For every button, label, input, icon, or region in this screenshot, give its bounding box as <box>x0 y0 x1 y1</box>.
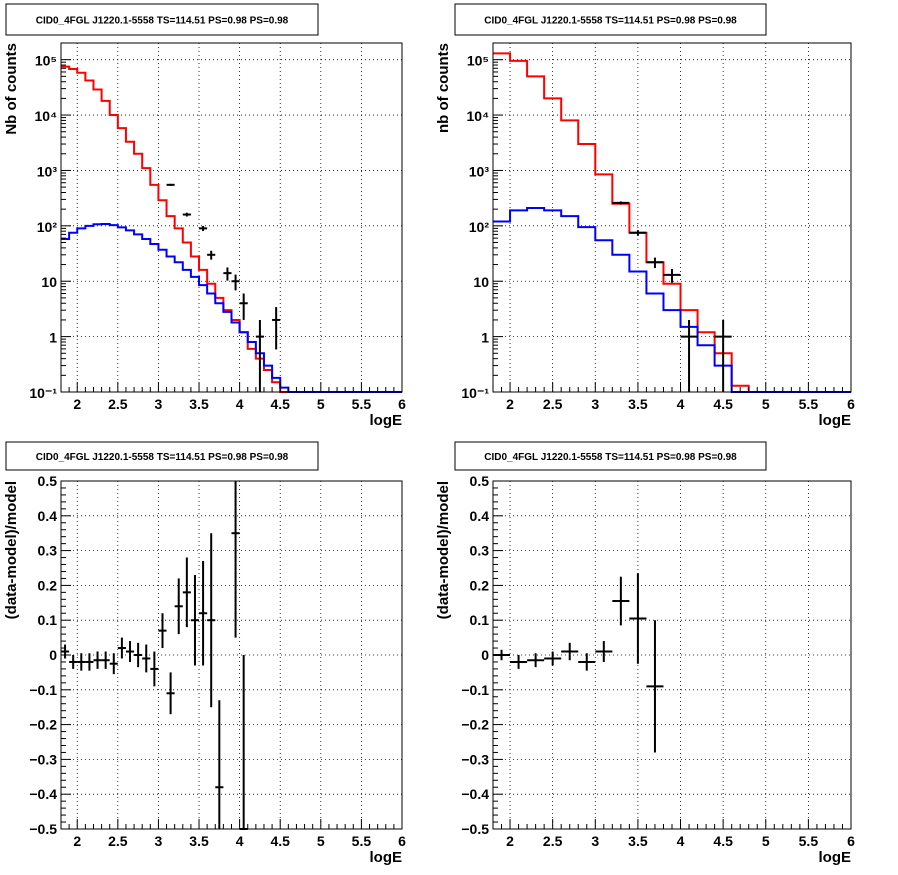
x-tick-label: 5.5 <box>799 833 819 849</box>
residual-panel-left: CID0_4FGL J1220.1-5558 TS=114.51 PS=0.98… <box>3 441 406 866</box>
model-total-step <box>493 52 851 393</box>
y-tick-label: 10 <box>41 274 57 290</box>
y-tick-label: 0 <box>481 647 489 663</box>
y-tick-label: −0.1 <box>29 682 57 698</box>
y-tick-label: −0.1 <box>461 682 489 698</box>
chart-title: CID0_4FGL J1220.1-5558 TS=114.51 PS=0.98… <box>484 452 737 463</box>
y-tick-label: 10⁴ <box>35 108 58 124</box>
y-tick-label: 0.3 <box>38 543 58 559</box>
x-tick-label: 2.5 <box>543 396 563 412</box>
y-tick-label: 1 <box>49 330 57 346</box>
y-axis-label: nb of counts <box>435 43 452 133</box>
y-tick-label: −0.3 <box>29 751 57 767</box>
title-box <box>5 441 319 471</box>
x-tick-label: 4 <box>236 833 244 849</box>
x-tick-label: 3.5 <box>628 396 648 412</box>
title-box <box>454 3 767 36</box>
x-tick-label: 5.5 <box>799 396 819 412</box>
y-tick-label: 10² <box>469 219 490 235</box>
title-box <box>454 441 767 471</box>
y-tick-label: −0.5 <box>461 821 489 837</box>
y-tick-label: 10² <box>37 219 58 235</box>
x-tick-label: 5 <box>762 396 770 412</box>
y-tick-label: 10⁵ <box>35 53 57 69</box>
x-tick-label: 3 <box>591 833 599 849</box>
x-tick-label: 3.5 <box>189 396 209 412</box>
plot-frame <box>60 42 403 393</box>
y-tick-label: 0.5 <box>38 473 58 489</box>
x-axis-label: logE <box>370 849 403 866</box>
title-box <box>5 3 319 36</box>
y-tick-label: 10³ <box>37 163 58 179</box>
x-tick-label: 4 <box>236 396 244 412</box>
x-tick-label: 2.5 <box>543 833 563 849</box>
x-tick-label: 3.5 <box>189 833 209 849</box>
y-tick-label: 0.5 <box>470 473 490 489</box>
chart-title: CID0_4FGL J1220.1-5558 TS=114.51 PS=0.98… <box>36 452 289 463</box>
model-source-step <box>61 222 402 393</box>
x-axis-label: logE <box>819 412 852 429</box>
x-tick-label: 4.5 <box>713 396 733 412</box>
y-tick-label: 0.3 <box>470 543 490 559</box>
y-axis-label: (data-model)/model <box>3 481 20 619</box>
x-tick-label: 5 <box>317 396 325 412</box>
x-tick-label: 6 <box>847 396 855 412</box>
residual-panel-right: CID0_4FGL J1220.1-5558 TS=114.51 PS=0.98… <box>435 441 855 866</box>
counts-panel-right: CID0_4FGL J1220.1-5558 TS=114.51 PS=0.98… <box>435 3 855 429</box>
x-tick-label: 2 <box>73 833 81 849</box>
y-tick-label: 10⁵ <box>467 53 489 69</box>
x-tick-label: 2.5 <box>108 833 128 849</box>
model-total-step <box>61 65 402 393</box>
x-tick-label: 6 <box>847 833 855 849</box>
y-tick-label: −0.4 <box>461 786 489 802</box>
x-tick-label: 5 <box>317 833 325 849</box>
y-tick-label: 0.2 <box>38 577 58 593</box>
x-tick-label: 3.5 <box>628 833 648 849</box>
y-tick-label: 0.1 <box>38 612 58 628</box>
model-source-step <box>493 206 851 393</box>
y-axis-label: Nb of counts <box>3 43 20 135</box>
y-tick-label: 0.4 <box>38 508 58 524</box>
y-tick-label: 0 <box>49 647 57 663</box>
x-tick-label: 2 <box>73 396 81 412</box>
y-tick-label: −0.2 <box>461 717 489 733</box>
y-tick-label: 10⁻¹ <box>461 385 489 401</box>
y-tick-label: −0.2 <box>29 717 57 733</box>
x-tick-label: 3 <box>155 833 163 849</box>
y-tick-label: 0.2 <box>470 577 490 593</box>
chart-title: CID0_4FGL J1220.1-5558 TS=114.51 PS=0.98… <box>36 16 289 27</box>
x-tick-label: 4 <box>677 396 685 412</box>
x-tick-label: 5.5 <box>352 396 372 412</box>
y-tick-label: −0.5 <box>29 821 57 837</box>
y-tick-label: 10⁴ <box>467 108 490 124</box>
x-tick-label: 2 <box>506 396 514 412</box>
x-tick-label: 2 <box>506 833 514 849</box>
x-tick-label: 6 <box>398 833 406 849</box>
y-tick-label: 0.4 <box>470 508 490 524</box>
y-tick-label: 10⁻¹ <box>29 385 57 401</box>
y-tick-label: −0.3 <box>461 751 489 767</box>
counts-panel-left: CID0_4FGL J1220.1-5558 TS=114.51 PS=0.98… <box>3 3 406 429</box>
x-tick-label: 3 <box>155 396 163 412</box>
y-tick-label: 10³ <box>469 163 490 179</box>
x-tick-label: 5 <box>762 833 770 849</box>
y-tick-label: −0.4 <box>29 786 57 802</box>
x-tick-label: 6 <box>398 396 406 412</box>
plot-frame <box>492 42 852 393</box>
x-tick-label: 2.5 <box>108 396 128 412</box>
x-tick-label: 3 <box>591 396 599 412</box>
x-tick-label: 4.5 <box>270 833 290 849</box>
x-tick-label: 4.5 <box>713 833 733 849</box>
x-tick-label: 4 <box>677 833 685 849</box>
x-tick-label: 4.5 <box>270 396 290 412</box>
chart-title: CID0_4FGL J1220.1-5558 TS=114.51 PS=0.98… <box>484 16 737 27</box>
x-axis-label: logE <box>370 412 403 429</box>
y-axis-label: (data-model)/model <box>435 481 452 619</box>
y-tick-label: 1 <box>481 330 489 346</box>
y-tick-label: 0.1 <box>470 612 490 628</box>
y-tick-label: 10 <box>473 274 489 290</box>
x-axis-label: logE <box>819 849 852 866</box>
x-tick-label: 5.5 <box>352 833 372 849</box>
